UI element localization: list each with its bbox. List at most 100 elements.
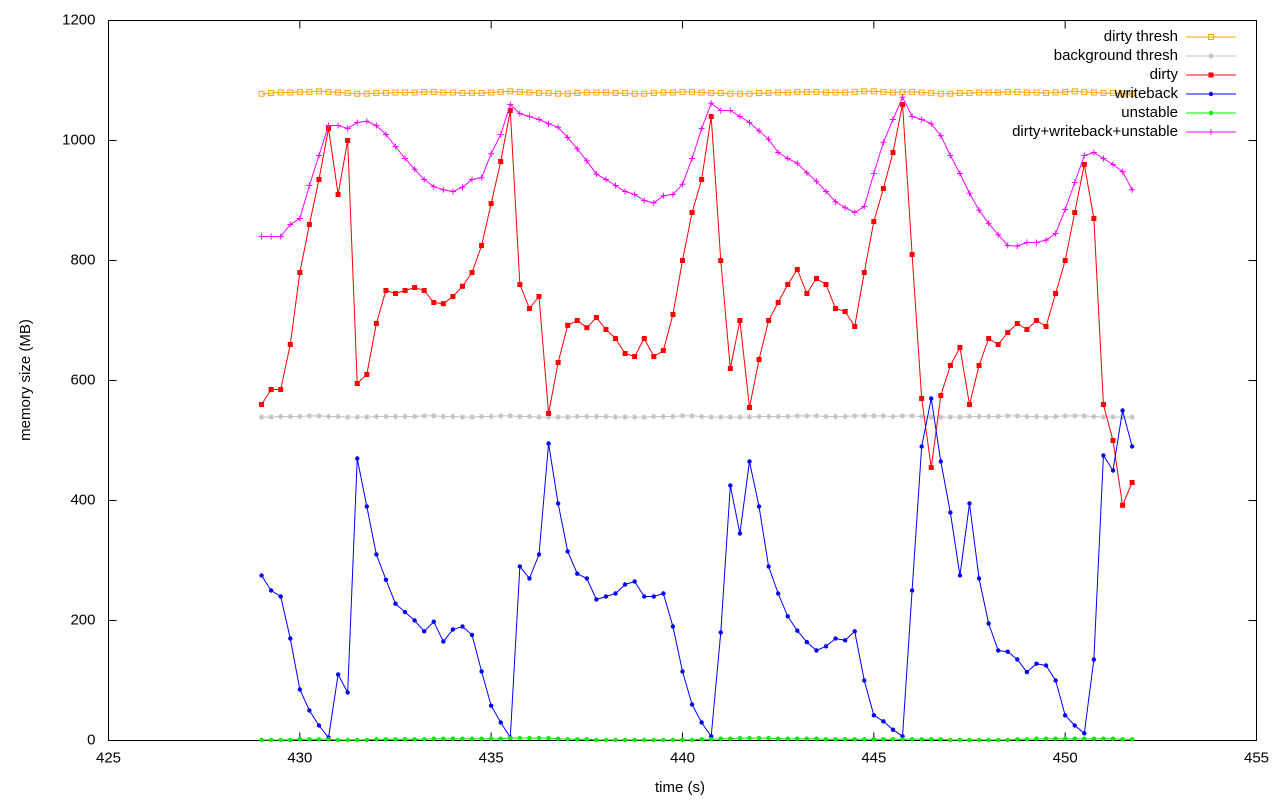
- legend-label: background thresh: [1054, 47, 1178, 64]
- data-point: [517, 282, 523, 287]
- data-point: [1081, 152, 1088, 159]
- y-tick-label: 200: [70, 611, 95, 628]
- data-point: [996, 737, 1001, 743]
- data-point: [392, 413, 399, 420]
- data-point: [1110, 414, 1116, 421]
- data-point: [727, 90, 734, 97]
- data-point: [1053, 291, 1059, 296]
- data-point: [832, 198, 839, 205]
- series-line: [261, 90, 1133, 95]
- data-point: [516, 88, 523, 95]
- data-point: [641, 414, 648, 421]
- data-point: [287, 89, 294, 96]
- data-point: [775, 413, 782, 420]
- data-point: [574, 318, 580, 323]
- x-tick-label: 430: [287, 749, 312, 766]
- data-point: [642, 594, 647, 599]
- data-point: [794, 267, 800, 272]
- data-point: [746, 90, 753, 97]
- data-point: [460, 624, 465, 629]
- data-point: [344, 414, 351, 421]
- data-point: [1081, 412, 1088, 419]
- data-point: [986, 336, 992, 341]
- data-point: [833, 737, 838, 742]
- series-line: [261, 398, 1133, 740]
- data-point: [1110, 468, 1116, 473]
- data-point: [478, 174, 485, 181]
- data-point: [449, 188, 456, 195]
- data-point: [1072, 736, 1077, 741]
- data-point: [689, 737, 695, 743]
- data-point: [852, 629, 857, 634]
- data-point: [870, 412, 877, 419]
- data-point: [583, 89, 590, 96]
- legend-marker: [1208, 110, 1214, 116]
- data-point: [699, 737, 704, 742]
- data-point: [268, 588, 274, 593]
- data-point: [440, 89, 447, 96]
- data-point: [1014, 243, 1021, 250]
- data-point: [669, 191, 676, 198]
- data-point: [775, 89, 782, 96]
- data-point: [813, 178, 820, 185]
- data-point: [268, 233, 275, 240]
- data-point: [1052, 89, 1059, 96]
- data-point: [593, 413, 600, 420]
- data-point: [976, 89, 983, 96]
- data-point: [326, 737, 331, 742]
- series: [259, 735, 1135, 743]
- series: [259, 102, 1135, 508]
- data-point: [985, 89, 992, 96]
- data-point: [411, 89, 418, 96]
- data-point: [956, 414, 963, 421]
- y-tick-label: 800: [70, 251, 95, 268]
- data-point: [881, 719, 886, 724]
- data-point: [479, 669, 484, 674]
- data-point: [995, 89, 1002, 96]
- data-point: [421, 412, 428, 419]
- data-point: [507, 412, 514, 419]
- data-point: [890, 150, 896, 155]
- data-point: [1033, 318, 1039, 323]
- data-point: [871, 219, 877, 224]
- data-point: [441, 639, 446, 644]
- legend-marker: [1208, 129, 1214, 135]
- data-point: [976, 363, 982, 368]
- data-point: [364, 504, 369, 509]
- data-point: [546, 735, 551, 741]
- x-tick-label: 440: [670, 749, 695, 766]
- data-point: [862, 737, 867, 742]
- data-point: [402, 413, 409, 420]
- data-point: [488, 736, 494, 741]
- data-point: [689, 412, 696, 419]
- data-point: [889, 89, 896, 96]
- data-point: [918, 89, 925, 96]
- data-point: [354, 381, 360, 386]
- data-point: [602, 413, 609, 420]
- data-point: [1014, 412, 1021, 419]
- data-point: [1129, 186, 1136, 193]
- data-point: [517, 564, 523, 569]
- legend-label: dirty+writeback+unstable: [1012, 123, 1178, 140]
- data-point: [345, 737, 350, 743]
- data-point: [555, 360, 561, 365]
- data-point: [412, 737, 417, 742]
- data-point: [727, 366, 733, 371]
- data-point: [507, 88, 514, 95]
- data-point: [383, 577, 389, 582]
- data-point: [641, 90, 648, 97]
- data-point: [881, 737, 886, 742]
- data-point: [1119, 168, 1126, 175]
- data-point: [363, 90, 370, 97]
- legend-label: unstable: [1121, 104, 1178, 121]
- data-point: [364, 737, 369, 743]
- data-point: [1100, 90, 1107, 97]
- data-point: [813, 276, 819, 281]
- data-point: [995, 413, 1002, 420]
- data-point: [1053, 678, 1058, 683]
- data-point: [889, 413, 896, 420]
- data-point: [1043, 663, 1049, 668]
- data-point: [1129, 444, 1135, 449]
- data-point: [803, 169, 810, 176]
